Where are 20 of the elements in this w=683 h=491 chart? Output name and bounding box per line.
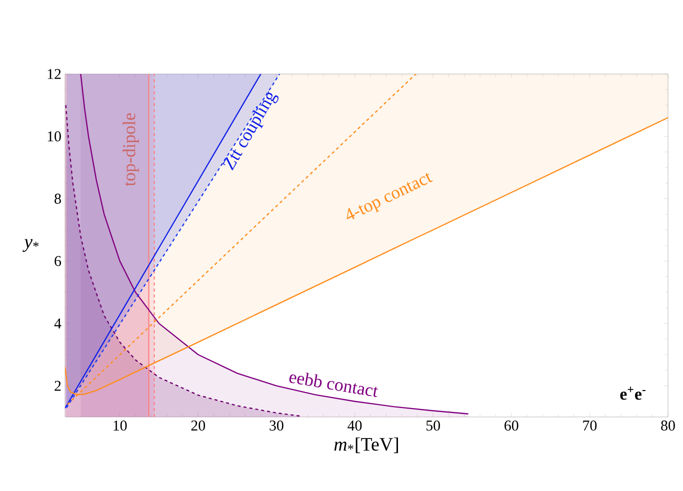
- y-tick-label: 6: [54, 256, 62, 266]
- text: 4-top contact: [346, 172, 433, 220]
- x-tick-label: 30: [270, 420, 284, 431]
- text: e$^{+}$e$^{-}$: [620, 386, 646, 400]
- y-tick-label: 12: [48, 69, 61, 79]
- y-axis-title: y$_{*}$: [22, 239, 39, 252]
- x-tick-label: 40: [348, 420, 362, 431]
- text: eebb contact: [289, 372, 378, 398]
- x-tick-label: 50: [426, 420, 440, 431]
- x-tick-label: 80: [661, 420, 675, 431]
- ref-line-label: top-dipole: [122, 113, 139, 186]
- x-tick-label: 10: [114, 420, 127, 431]
- y-tick-label: 8: [54, 194, 61, 204]
- x-axis-title: m$_{*}$[TeV]: [334, 437, 398, 454]
- x-tick-label: 60: [504, 420, 518, 431]
- y-tick-label: 4: [54, 318, 62, 328]
- y-tick-label: 10: [48, 131, 61, 142]
- y-tick-label: 2: [54, 380, 61, 391]
- x-tick-label: 70: [583, 420, 597, 431]
- x-tick-label: 20: [191, 420, 206, 431]
